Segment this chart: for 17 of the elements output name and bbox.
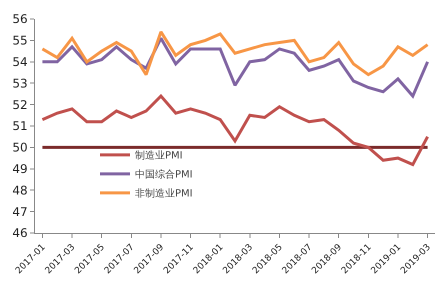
y-tick-label: 55 [12,34,28,48]
y-tick-label: 52 [12,98,28,112]
y-tick-label: 56 [12,12,28,26]
y-tick-label: 50 [12,140,28,155]
line-series [40,36,430,98]
line-series [40,30,430,76]
legend-label: 非制造业PMI [135,188,193,200]
y-tick-label: 53 [12,76,28,90]
legend-label: 制造业PMI [135,150,183,162]
y-tick-label: 51 [12,119,28,134]
y-tick-label: 48 [12,183,28,198]
y-tick-label: 49 [12,162,28,176]
y-tick-label: 54 [12,55,28,69]
line-series [40,94,430,166]
y-tick-label: 47 [12,204,28,219]
y-tick-label: 46 [12,226,28,240]
legend-label: 中国综合PMI [135,168,193,181]
